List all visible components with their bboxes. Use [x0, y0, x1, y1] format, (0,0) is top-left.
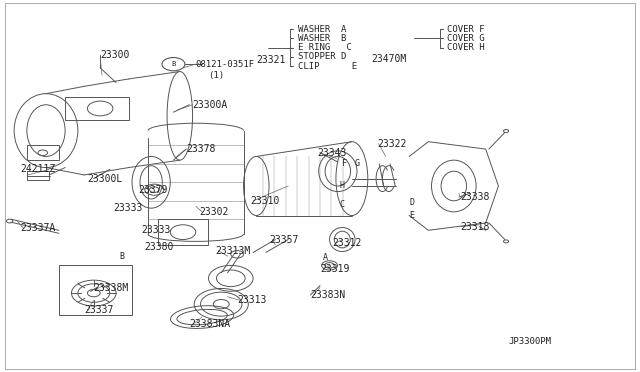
Text: CLIP      E: CLIP E: [298, 61, 357, 71]
Text: 23383NA: 23383NA: [189, 320, 230, 330]
Text: 08121-0351F: 08121-0351F: [196, 60, 255, 69]
Text: 23343: 23343: [317, 148, 346, 158]
Text: COVER G: COVER G: [447, 34, 485, 43]
Text: STOPPER D: STOPPER D: [298, 52, 346, 61]
Polygon shape: [409, 142, 499, 230]
Text: 23333: 23333: [141, 225, 171, 235]
Text: COVER H: COVER H: [447, 43, 485, 52]
Text: 23300A: 23300A: [193, 100, 228, 110]
Text: 23380: 23380: [145, 242, 174, 252]
Text: E: E: [409, 211, 414, 220]
Text: COVER F: COVER F: [447, 25, 485, 33]
Text: D: D: [409, 198, 414, 207]
Text: B: B: [119, 251, 124, 261]
Text: WASHER  B: WASHER B: [298, 34, 346, 43]
Text: JP3300PM: JP3300PM: [508, 337, 551, 346]
Bar: [65, 97, 129, 119]
Text: 23300L: 23300L: [88, 174, 123, 184]
Text: 23322: 23322: [378, 138, 407, 148]
Text: 23383N: 23383N: [310, 290, 346, 300]
Text: E RING   C: E RING C: [298, 43, 351, 52]
Text: 23318: 23318: [460, 222, 490, 232]
Text: 23313M: 23313M: [215, 246, 250, 256]
Text: H: H: [339, 182, 344, 190]
Text: B: B: [172, 61, 175, 67]
Text: 23321: 23321: [256, 55, 285, 65]
Text: 23337A: 23337A: [20, 224, 56, 234]
Text: 23378: 23378: [186, 144, 216, 154]
Text: F: F: [342, 159, 348, 169]
Text: 23310: 23310: [250, 196, 279, 206]
Bar: [27, 145, 59, 160]
Text: 23379: 23379: [138, 185, 168, 195]
Text: 23319: 23319: [320, 264, 349, 274]
Text: G: G: [355, 159, 360, 169]
Bar: [59, 265, 132, 315]
Text: 23302: 23302: [199, 207, 228, 217]
Text: (1): (1): [209, 71, 225, 80]
Text: 24211Z: 24211Z: [20, 164, 56, 174]
Text: 23338: 23338: [460, 192, 490, 202]
Text: 23470M: 23470M: [371, 54, 406, 64]
Text: 23300: 23300: [100, 50, 129, 60]
Text: 23338M: 23338M: [94, 283, 129, 292]
Bar: [157, 219, 209, 245]
Text: 23313: 23313: [237, 295, 266, 305]
Text: 23357: 23357: [269, 234, 298, 244]
Text: 23333: 23333: [113, 203, 142, 213]
Text: 23312: 23312: [333, 238, 362, 248]
Text: A: A: [323, 253, 328, 263]
Text: WASHER  A: WASHER A: [298, 25, 346, 33]
Text: C: C: [339, 200, 344, 209]
Bar: [27, 171, 49, 180]
Text: 23337: 23337: [84, 305, 114, 315]
